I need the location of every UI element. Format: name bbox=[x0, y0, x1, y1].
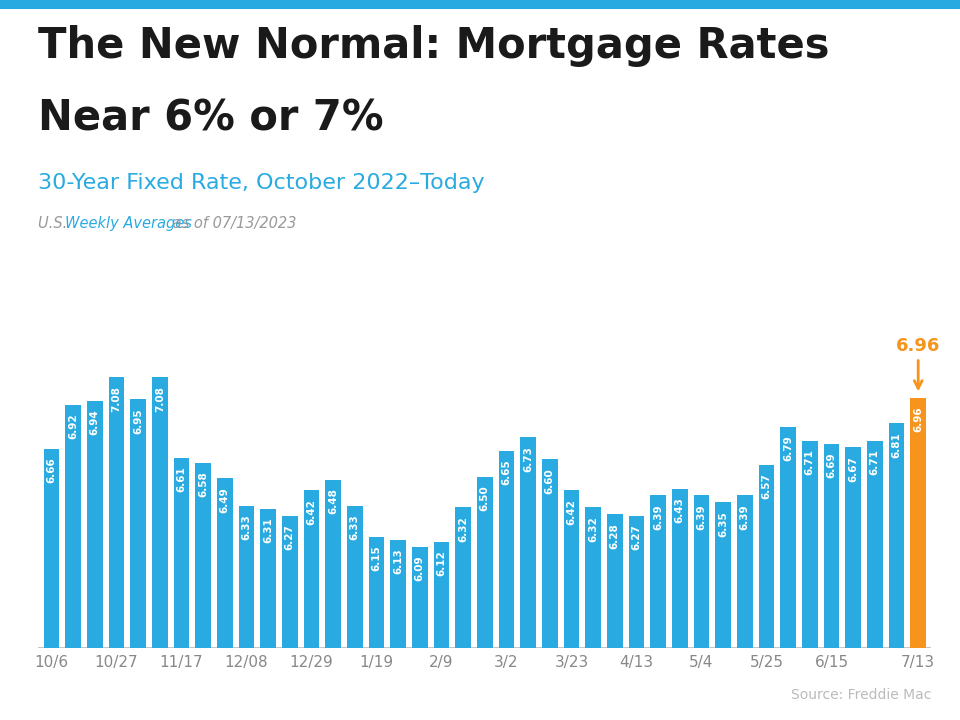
Bar bbox=[607, 514, 623, 648]
Text: 6.48: 6.48 bbox=[328, 489, 338, 515]
Bar bbox=[325, 480, 341, 648]
Bar bbox=[412, 547, 427, 648]
Text: 6.81: 6.81 bbox=[892, 432, 901, 458]
Text: 6.28: 6.28 bbox=[610, 523, 620, 549]
Text: 6.42: 6.42 bbox=[566, 499, 576, 525]
Text: 6.09: 6.09 bbox=[415, 555, 424, 581]
Bar bbox=[586, 508, 601, 648]
Bar bbox=[758, 464, 775, 648]
Bar bbox=[434, 541, 449, 648]
Bar bbox=[824, 444, 839, 648]
Bar bbox=[867, 441, 882, 648]
Text: 6.66: 6.66 bbox=[46, 458, 57, 483]
Text: 6.95: 6.95 bbox=[133, 408, 143, 433]
Bar bbox=[780, 427, 796, 648]
Text: 6.43: 6.43 bbox=[675, 497, 684, 523]
Bar bbox=[477, 477, 492, 648]
Bar bbox=[65, 405, 81, 648]
Text: U.S.: U.S. bbox=[38, 216, 72, 231]
Text: 6.13: 6.13 bbox=[394, 549, 403, 575]
Text: 6.96: 6.96 bbox=[896, 337, 941, 388]
Text: 6.71: 6.71 bbox=[804, 449, 815, 475]
Text: 7.08: 7.08 bbox=[155, 386, 165, 412]
Text: 6.61: 6.61 bbox=[177, 467, 186, 492]
Bar bbox=[629, 516, 644, 648]
Text: 6.12: 6.12 bbox=[437, 550, 446, 576]
Text: as of 07/13/2023: as of 07/13/2023 bbox=[168, 216, 297, 231]
Bar bbox=[217, 478, 232, 648]
Text: 6.73: 6.73 bbox=[523, 446, 533, 472]
Bar bbox=[737, 495, 753, 648]
Text: 6.58: 6.58 bbox=[198, 472, 208, 498]
Bar bbox=[846, 447, 861, 648]
Text: 6.27: 6.27 bbox=[632, 525, 641, 551]
Text: 6.32: 6.32 bbox=[588, 516, 598, 541]
Bar bbox=[108, 377, 124, 648]
Text: 6.79: 6.79 bbox=[783, 436, 793, 462]
Text: 6.27: 6.27 bbox=[285, 525, 295, 551]
Bar bbox=[131, 400, 146, 648]
Text: 6.32: 6.32 bbox=[458, 516, 468, 541]
Bar bbox=[715, 503, 731, 648]
Bar bbox=[239, 505, 254, 648]
Text: 6.92: 6.92 bbox=[68, 413, 78, 438]
Text: Near 6% or 7%: Near 6% or 7% bbox=[38, 97, 384, 139]
Text: 6.33: 6.33 bbox=[349, 514, 360, 540]
Bar bbox=[174, 458, 189, 648]
Text: 6.39: 6.39 bbox=[740, 504, 750, 530]
Bar bbox=[542, 459, 558, 648]
Text: 6.71: 6.71 bbox=[870, 449, 880, 475]
Bar bbox=[369, 536, 384, 648]
Text: 6.60: 6.60 bbox=[545, 468, 555, 494]
Text: Source: Freddie Mac: Source: Freddie Mac bbox=[791, 688, 931, 702]
Text: The New Normal: Mortgage Rates: The New Normal: Mortgage Rates bbox=[38, 25, 829, 67]
Text: 6.15: 6.15 bbox=[372, 545, 381, 571]
Bar bbox=[152, 377, 168, 648]
Text: 6.50: 6.50 bbox=[480, 485, 490, 511]
Text: Weekly Averages: Weekly Averages bbox=[65, 216, 192, 231]
Text: 7.08: 7.08 bbox=[111, 386, 121, 412]
Bar bbox=[650, 495, 666, 648]
Bar bbox=[303, 490, 320, 648]
Bar bbox=[347, 505, 363, 648]
Bar bbox=[282, 516, 298, 648]
Bar bbox=[87, 401, 103, 648]
Bar bbox=[498, 451, 515, 648]
Text: 6.39: 6.39 bbox=[697, 504, 707, 530]
Text: 6.69: 6.69 bbox=[827, 453, 836, 478]
Text: 6.33: 6.33 bbox=[241, 514, 252, 540]
Bar bbox=[455, 508, 471, 648]
Text: 6.94: 6.94 bbox=[89, 410, 100, 436]
Text: 6.96: 6.96 bbox=[913, 406, 924, 432]
Text: 6.65: 6.65 bbox=[501, 459, 512, 485]
Text: 6.49: 6.49 bbox=[220, 487, 229, 513]
Bar bbox=[195, 463, 211, 648]
Bar bbox=[260, 509, 276, 648]
Bar bbox=[520, 437, 536, 648]
Text: 6.67: 6.67 bbox=[849, 456, 858, 482]
Text: 30-Year Fixed Rate, October 2022–Today: 30-Year Fixed Rate, October 2022–Today bbox=[38, 173, 485, 193]
Text: 6.42: 6.42 bbox=[306, 499, 317, 525]
Text: 6.57: 6.57 bbox=[761, 473, 772, 499]
Bar bbox=[43, 449, 60, 648]
Bar bbox=[910, 397, 926, 648]
Bar bbox=[564, 490, 579, 648]
Bar bbox=[694, 495, 709, 648]
Bar bbox=[391, 540, 406, 648]
Bar bbox=[802, 441, 818, 648]
Bar bbox=[672, 489, 687, 648]
Bar bbox=[889, 423, 904, 648]
Text: 6.31: 6.31 bbox=[263, 518, 273, 544]
Text: 6.39: 6.39 bbox=[653, 504, 663, 530]
Text: 6.35: 6.35 bbox=[718, 511, 729, 536]
